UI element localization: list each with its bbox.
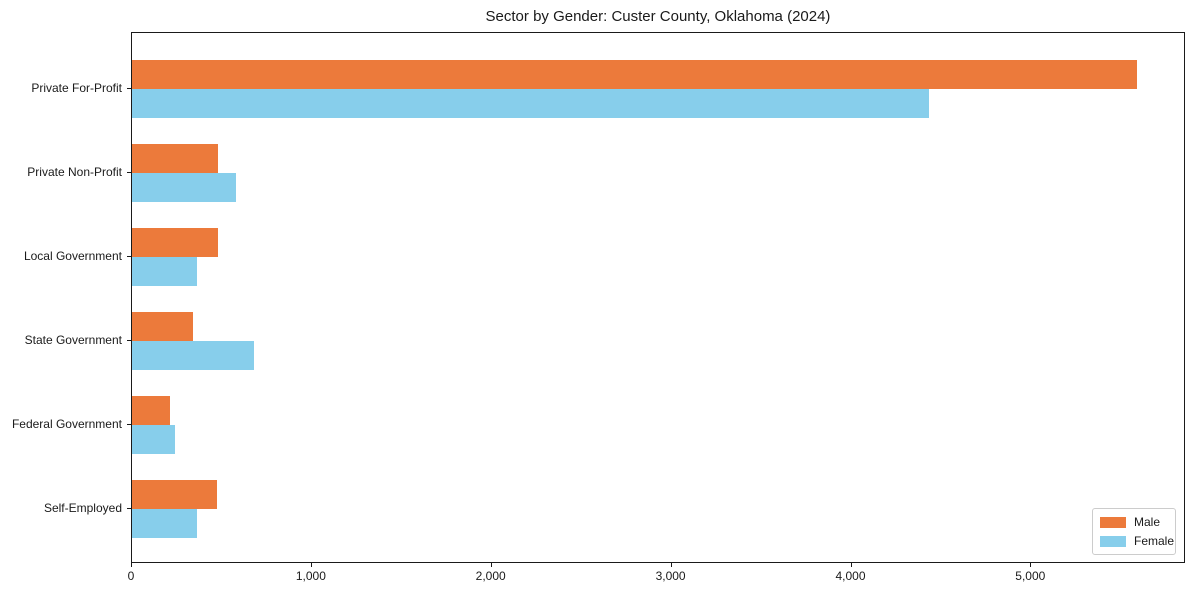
- x-tick-label-0: 0: [127, 569, 135, 583]
- x-tick-label-1-000: 1,000: [295, 569, 326, 583]
- bar-female-federal-government: [132, 425, 176, 454]
- y-tick-mark: [127, 88, 131, 89]
- bar-male-state-government: [132, 312, 194, 341]
- y-tick-mark: [127, 256, 131, 257]
- x-tick-label-5-000: 5,000: [1015, 569, 1046, 583]
- chart-title: Sector by Gender: Custer County, Oklahom…: [485, 8, 831, 25]
- y-tick-mark: [127, 424, 131, 425]
- x-tick-mark: [131, 563, 132, 567]
- bar-male-federal-government: [132, 396, 170, 425]
- y-tick-label-private-non-profit: Private Non-Profit: [27, 165, 122, 179]
- legend-swatch-female: [1100, 535, 1126, 547]
- x-tick-mark: [310, 563, 312, 567]
- legend-item-female: Female: [1100, 533, 1174, 549]
- legend-label-male: Male: [1134, 515, 1161, 529]
- bar-female-state-government: [132, 341, 255, 370]
- y-tick-label-local-government: Local Government: [23, 249, 122, 263]
- bar-male-self-employed: [132, 480, 217, 509]
- x-tick-mark: [850, 563, 852, 567]
- y-tick-label-self-employed: Self-Employed: [43, 501, 122, 515]
- bar-female-local-government: [132, 257, 197, 286]
- x-tick-mark: [1030, 563, 1032, 567]
- bar-female-private-non-profit: [132, 173, 237, 202]
- x-tick-label-2-000: 2,000: [475, 569, 506, 583]
- y-tick-label-state-government: State Government: [24, 333, 122, 347]
- y-tick-label-federal-government: Federal Government: [11, 417, 122, 431]
- y-tick-mark: [127, 340, 131, 341]
- bar-male-private-non-profit: [132, 144, 219, 173]
- bar-female-private-for-profit: [132, 89, 929, 118]
- y-tick-mark: [127, 172, 131, 173]
- legend-label-female: Female: [1134, 534, 1175, 548]
- y-tick-label-private-for-profit: Private For-Profit: [31, 81, 122, 95]
- x-tick-mark: [670, 563, 672, 567]
- x-tick-mark: [490, 563, 492, 567]
- plot-area: [131, 32, 1185, 563]
- y-tick-mark: [127, 508, 131, 509]
- x-tick-label-3-000: 3,000: [655, 569, 686, 583]
- x-tick-label-4-000: 4,000: [835, 569, 866, 583]
- legend: Male Female: [1092, 508, 1176, 555]
- bar-female-self-employed: [132, 509, 197, 538]
- bar-male-private-for-profit: [132, 60, 1138, 89]
- legend-swatch-male: [1100, 516, 1126, 528]
- legend-item-male: Male: [1100, 514, 1168, 530]
- bar-male-local-government: [132, 228, 219, 257]
